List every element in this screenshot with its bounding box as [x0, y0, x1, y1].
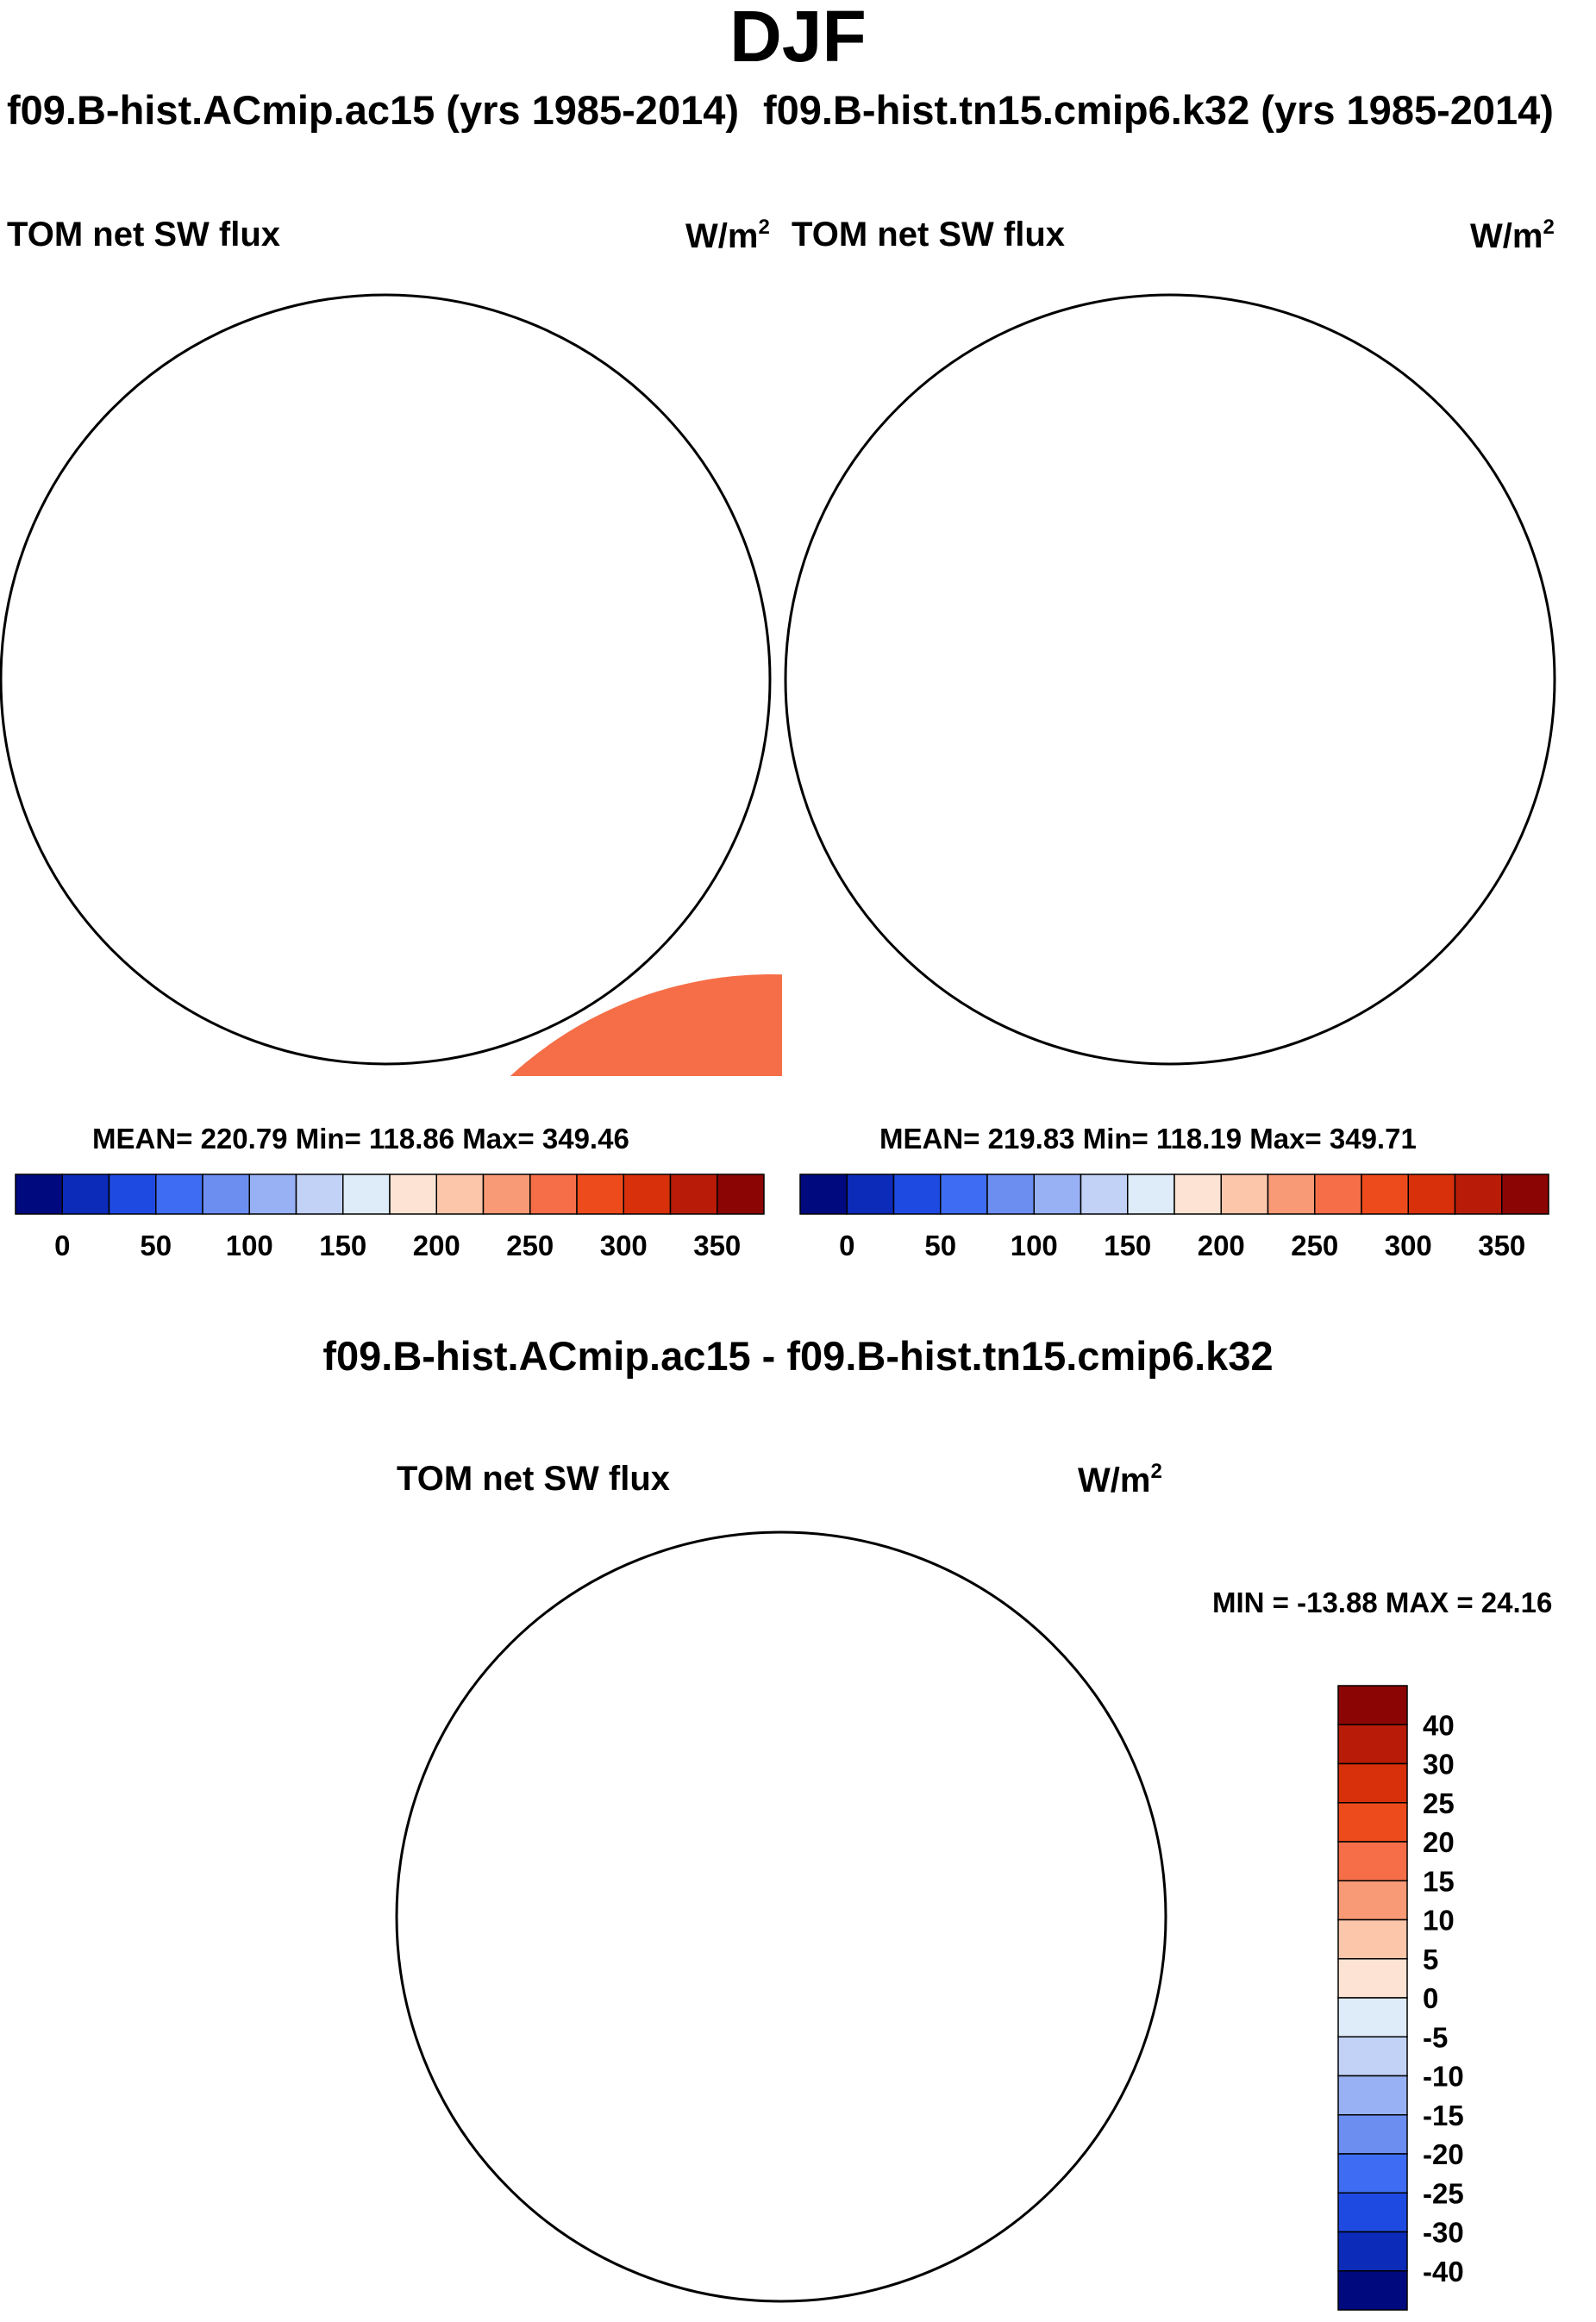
units-label-3: W/m2	[1078, 1460, 1162, 1499]
colorbar-diff-tick-label: -5	[1423, 2021, 1448, 2053]
colorbar-2-tick-label: 350	[1478, 1230, 1525, 1261]
colorbar-1-tick-label: 100	[226, 1230, 273, 1261]
colorbar-diff-tick-label: 25	[1423, 1787, 1455, 1819]
colorbar-2-box-8	[1174, 1174, 1222, 1215]
colorbar-2-box-3	[940, 1174, 988, 1215]
colorbar-diff-box-1	[1337, 1724, 1408, 1765]
colorbar-diff-box-11	[1337, 2114, 1408, 2155]
colorbar-1-box-9	[435, 1174, 485, 1215]
units-label-1: W/m2	[685, 216, 770, 255]
colorbar-diff-box-5	[1337, 1880, 1408, 1921]
variable-label-2: TOM net SW flux	[792, 216, 1066, 253]
colorbar-2-tick-label: 150	[1104, 1230, 1151, 1261]
colorbar-diff-tick-label: -30	[1423, 2217, 1464, 2249]
map-panel-difference	[395, 1530, 1167, 2303]
map-panel-1	[0, 293, 782, 1076]
colorbar-2: 0 50 100 150 200 250 300 350	[799, 1174, 1549, 1261]
colorbar-2-box-9	[1220, 1174, 1269, 1215]
units-label-2: W/m2	[1470, 216, 1555, 255]
colorbar-1-box-15	[717, 1174, 765, 1215]
colorbar-2-box-10	[1267, 1174, 1316, 1215]
colorbar-1-box-5	[248, 1174, 297, 1215]
colorbar-2-tick-label: 100	[1011, 1230, 1058, 1261]
colorbar-diff-box-10	[1337, 2075, 1408, 2116]
colorbar-1-box-3	[155, 1174, 203, 1215]
variable-label-1: TOM net SW flux	[7, 216, 281, 253]
colorbar-1-box-4	[202, 1174, 250, 1215]
map-panel-2	[784, 293, 1556, 1066]
colorbar-diff-box-14	[1337, 2231, 1408, 2272]
colorbar-2-tick-label: 200	[1198, 1230, 1245, 1261]
difference-title: f09.B-hist.ACmip.ac15 - f09.B-hist.tn15.…	[322, 1333, 1274, 1379]
colorbar-diff-box-7	[1337, 1958, 1408, 1999]
colorbar-1-box-0	[15, 1174, 63, 1215]
colorbar-diff-box-15	[1337, 2270, 1408, 2311]
colorbar-1-box-11	[529, 1174, 578, 1215]
colorbar-diff-tick-label: -10	[1423, 2061, 1464, 2093]
colorbar-2-tick-label: 300	[1385, 1230, 1432, 1261]
colorbar-2-box-14	[1454, 1174, 1503, 1215]
colorbar-diff-tick-label: -25	[1423, 2177, 1464, 2209]
colorbar-diff-tick-label: 5	[1423, 1943, 1438, 1975]
colorbar-1-tick-label: 250	[506, 1230, 554, 1261]
colorbar-1-box-12	[576, 1174, 624, 1215]
colorbar-2-box-5	[1033, 1174, 1082, 1215]
colorbar-diff-box-0	[1337, 1685, 1408, 1725]
colorbar-diff-box-3	[1337, 1802, 1408, 1843]
colorbar-diff-tick-label: -20	[1423, 2138, 1464, 2170]
colorbar-2-box-4	[986, 1174, 1035, 1215]
colorbar-2-box-13	[1407, 1174, 1456, 1215]
colorbar-1-tick-label: 0	[54, 1230, 70, 1261]
colorbar-difference: 40 30 25 20 15 10 5 0 -5 -10 -15 -20 -25 -30 -40	[1337, 1685, 1464, 2311]
colorbar-1-box-10	[482, 1174, 531, 1215]
colorbar-1-tick-label: 350	[693, 1230, 741, 1261]
colorbar-1-box-8	[389, 1174, 437, 1215]
colorbar-2-box-7	[1127, 1174, 1175, 1215]
colorbar-2-box-11	[1314, 1174, 1362, 1215]
colorbar-2-tick-label: 50	[924, 1230, 956, 1261]
case-title-1: f09.B-hist.ACmip.ac15 (yrs 1985-2014)	[7, 87, 740, 133]
colorbar-diff-box-9	[1337, 2036, 1408, 2077]
colorbar-2-box-15	[1501, 1174, 1549, 1215]
colorbar-diff-tick-label: -40	[1423, 2256, 1464, 2288]
variable-label-3: TOM net SW flux	[397, 1460, 671, 1498]
colorbar-1-box-2	[108, 1174, 157, 1215]
colorbar-diff-box-8	[1337, 1997, 1408, 2037]
colorbar-diff-tick-label: 10	[1423, 1905, 1455, 1937]
colorbar-diff-box-2	[1337, 1762, 1408, 1804]
colorbar-diff-box-13	[1337, 2192, 1408, 2233]
colorbar-diff-box-12	[1337, 2153, 1408, 2194]
colorbar-1-tick-label: 50	[140, 1230, 172, 1261]
colorbar-2-box-12	[1361, 1174, 1409, 1215]
colorbar-diff-box-6	[1337, 1918, 1408, 1960]
colorbar-diff-box-4	[1337, 1841, 1408, 1881]
colorbar-diff-tick-label: 15	[1423, 1865, 1455, 1897]
colorbar-1-box-6	[295, 1174, 344, 1215]
colorbar-1-tick-label: 300	[600, 1230, 648, 1261]
colorbar-2-box-1	[846, 1174, 895, 1215]
stats-label-2: MEAN= 219.83 Min= 118.19 Max= 349.71	[879, 1123, 1417, 1155]
colorbar-1-box-14	[669, 1174, 718, 1215]
colorbar-1-tick-label: 150	[319, 1230, 366, 1261]
colorbar-1-box-7	[342, 1174, 391, 1215]
colorbar-diff-tick-label: -15	[1423, 2100, 1464, 2131]
minmax-label: MIN = -13.88 MAX = 24.16	[1212, 1587, 1553, 1618]
colorbar-1-box-13	[623, 1174, 672, 1215]
colorbar-diff-tick-label: 0	[1423, 1982, 1438, 2014]
colorbar-diff-tick-label: 30	[1423, 1749, 1455, 1781]
stats-label-1: MEAN= 220.79 Min= 118.86 Max= 349.46	[92, 1123, 629, 1155]
colorbar-1-box-1	[61, 1174, 110, 1215]
colorbar-diff-tick-label: 20	[1423, 1826, 1455, 1858]
colorbar-diff-tick-label: 40	[1423, 1709, 1455, 1741]
colorbar-2-box-2	[892, 1174, 942, 1215]
colorbar-2-box-0	[799, 1174, 848, 1215]
colorbar-2-box-6	[1080, 1174, 1129, 1215]
colorbar-2-tick-label: 250	[1291, 1230, 1338, 1261]
colorbar-1-tick-label: 200	[413, 1230, 460, 1261]
main-title: DJF	[729, 0, 867, 77]
colorbar-2-tick-label: 0	[839, 1230, 854, 1261]
case-title-2: f09.B-hist.tn15.cmip6.k32 (yrs 1985-2014…	[763, 87, 1554, 133]
colorbar-1: 0 50 100 150 200 250 300 350	[15, 1174, 765, 1261]
